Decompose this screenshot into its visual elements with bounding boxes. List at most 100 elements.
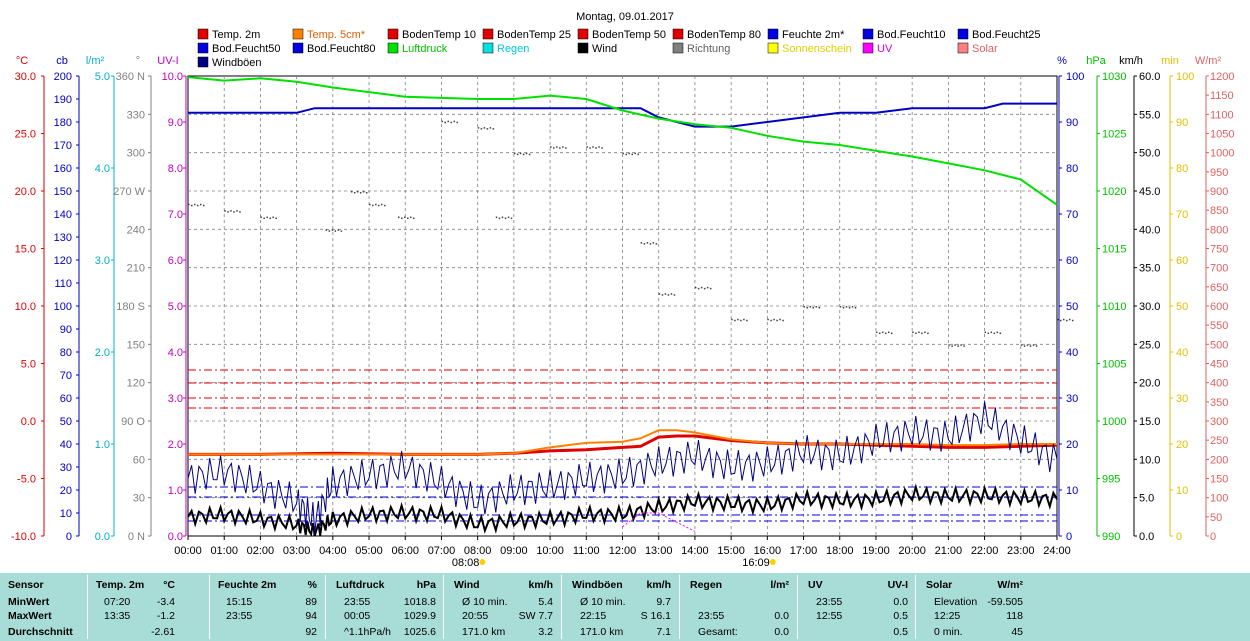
legend-swatch — [577, 28, 589, 40]
axis-tick-label: 50 — [1210, 512, 1222, 524]
legend-swatch — [292, 42, 304, 54]
axis-unit: °C — [16, 55, 28, 67]
direction-point — [1029, 345, 1032, 347]
axis-unit: UV-I — [157, 55, 178, 67]
axis-tick-label: 50 — [60, 416, 72, 428]
axis-tick-label: 50 — [1176, 301, 1188, 313]
axis-tick-label: 60 — [60, 393, 72, 405]
series-uv — [622, 512, 696, 532]
direction-point — [779, 318, 781, 321]
stats-value: 92 — [305, 626, 317, 638]
stats-separator — [443, 575, 444, 639]
legend-swatch — [672, 28, 684, 40]
axis-tick-label: 1.0 — [168, 485, 183, 497]
stats-separator — [915, 575, 916, 639]
x-tick-label: 19:00 — [862, 545, 890, 557]
axis-tick-label: 2.0 — [95, 347, 110, 359]
direction-point — [767, 318, 769, 321]
series-line-luftdruck — [187, 76, 1058, 206]
legend-label: BodenTemp 10 — [402, 29, 476, 41]
legend-swatch — [767, 28, 779, 40]
legend-swatch — [292, 28, 304, 40]
axis-cb: cb20019018017016015014013012011010090807… — [54, 55, 80, 543]
legend-item-richtung: Richtung — [672, 42, 730, 55]
axis-tick-label: 70 — [1176, 209, 1188, 221]
series-line-temp-5cm — [188, 429, 1057, 456]
direction-point — [743, 318, 745, 321]
axis-tick-label: 50 — [1066, 301, 1078, 313]
sun-marker-dot — [769, 559, 776, 565]
axis-tick-label: 90 — [1176, 117, 1188, 129]
legend-swatch — [197, 56, 209, 68]
direction-point — [927, 332, 929, 335]
x-tick-label: 13:00 — [645, 545, 673, 557]
direction-point — [875, 331, 878, 334]
stats-separator — [325, 575, 326, 639]
direction-point — [948, 344, 950, 346]
x-tick-label: 12:00 — [609, 545, 637, 557]
axis-press: hPa 1030 1025 1020 1015 1010 1005 1000 995 990 — [1086, 55, 1126, 543]
axis-unit: min — [1161, 55, 1179, 67]
axis-tick-label: 1000 — [1102, 416, 1126, 428]
direction-point — [960, 344, 962, 346]
stats-header: Temp. 2m — [96, 579, 145, 591]
stats-value: -1.2 — [156, 610, 175, 622]
axis-tick-label: -10.0 — [11, 531, 36, 543]
direction-point — [697, 287, 700, 290]
x-axis: 00:00 01:00 02:00 03:00 04:00 05:00 06:00 07:00… — [174, 536, 1071, 569]
legend-item-bodentemp-80: BodenTemp 80 — [672, 28, 761, 41]
direction-point — [188, 203, 190, 206]
axis-tick-label: 0 N — [128, 531, 145, 543]
axis-tick-label: 200 — [54, 71, 72, 83]
legend-label: Bod.Feucht25 — [972, 29, 1041, 41]
direction-point — [498, 217, 501, 220]
direction-point — [1072, 319, 1074, 322]
direction-point — [489, 127, 492, 129]
legend-item-bodentemp-50: BodenTemp 50 — [577, 28, 666, 41]
series-line-uv — [622, 512, 696, 532]
x-tick-label: 20:00 — [898, 545, 926, 557]
stats-time: 171.0 km — [462, 626, 506, 638]
direction-point — [263, 217, 265, 220]
direction-point — [709, 287, 712, 290]
axis-tick-label: 1.0 — [95, 439, 110, 451]
direction-point — [410, 216, 412, 219]
direction-point — [404, 216, 406, 219]
stats-header: UV — [808, 579, 823, 591]
grid — [187, 75, 1058, 537]
x-tick-label: 06:00 — [391, 545, 419, 557]
stats-value: 0.5 — [893, 626, 908, 638]
stats-separator — [209, 575, 210, 639]
stats-time: 12:55 — [816, 610, 843, 622]
axis-tick-label: 25.0 — [1139, 339, 1160, 351]
axis-tick-label: 30 — [60, 462, 72, 474]
axis-tick-label: 10 — [1066, 485, 1078, 497]
axis-tick-label: 990 — [1102, 531, 1120, 543]
direction-point — [275, 217, 277, 220]
stats-row-label: MinWert — [8, 596, 50, 608]
axis-unit: W/m² — [1195, 55, 1222, 67]
direction-point — [495, 216, 498, 219]
direction-point — [453, 120, 455, 123]
legend-label: Luftdruck — [402, 43, 448, 55]
direction-point — [658, 293, 661, 295]
axis-tick-label: 500 — [1210, 339, 1228, 351]
x-tick-label: 16:00 — [754, 545, 782, 557]
stats-value: 94 — [305, 610, 317, 622]
stats-time: 12:25 — [934, 610, 961, 622]
series-line-wind — [187, 483, 1058, 537]
stats-header: Luftdruck — [336, 579, 385, 591]
axis-unit: ° — [136, 55, 140, 67]
stats-header-sensor: Sensor — [8, 579, 44, 591]
direction-point — [809, 306, 812, 308]
direction-point — [407, 217, 409, 220]
direction-point — [737, 318, 739, 321]
direction-point — [818, 307, 821, 309]
stats-separator — [561, 575, 562, 639]
legend-swatch — [197, 28, 209, 40]
direction-point — [233, 211, 235, 213]
direction-point — [848, 307, 851, 309]
direction-point — [640, 242, 643, 244]
axis-tick-label: 210 — [127, 263, 145, 275]
stats-unit: km/h — [646, 579, 671, 591]
